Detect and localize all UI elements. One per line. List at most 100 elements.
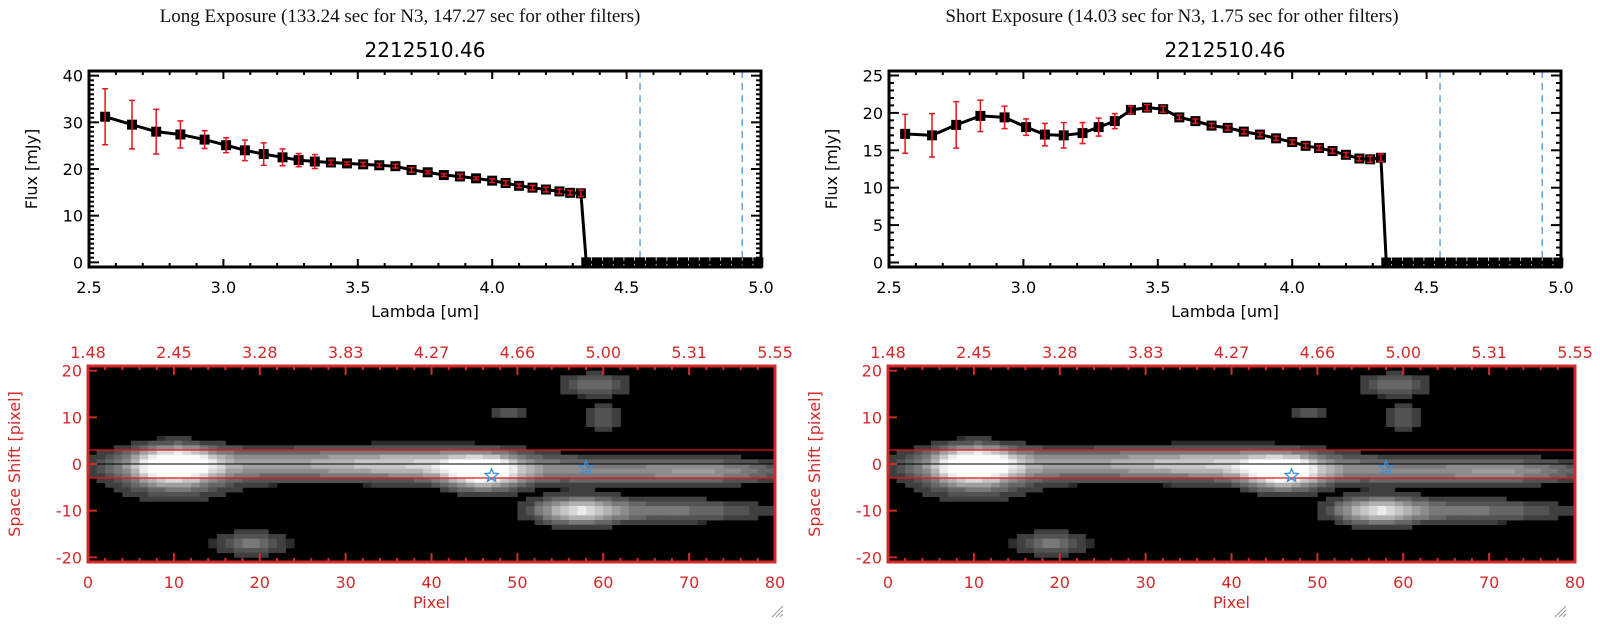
image-pixel bbox=[534, 473, 544, 479]
image-pixel bbox=[577, 454, 587, 460]
image-pixel bbox=[1480, 473, 1490, 479]
image-pixel bbox=[139, 468, 149, 474]
image-pixel bbox=[1394, 403, 1404, 409]
image-pixel bbox=[233, 534, 243, 540]
image-pixel bbox=[1119, 450, 1129, 456]
image-pixel bbox=[362, 473, 372, 479]
image-pixel bbox=[517, 468, 527, 474]
image-pixel bbox=[337, 454, 347, 460]
image-pixel bbox=[1257, 445, 1267, 451]
image-pixel bbox=[1446, 496, 1456, 502]
image-pixel bbox=[1102, 468, 1112, 474]
image-pixel bbox=[457, 473, 467, 479]
image-pixel bbox=[1566, 473, 1576, 479]
image-pixel bbox=[543, 459, 553, 465]
image-pixel bbox=[1454, 454, 1464, 460]
source-star-icon bbox=[483, 466, 500, 483]
image-pixel bbox=[225, 454, 235, 460]
image-pixel bbox=[1343, 454, 1353, 460]
image-pixel bbox=[732, 473, 742, 479]
image-pixel bbox=[1283, 450, 1293, 456]
image-pixel bbox=[225, 464, 235, 470]
image-pixel bbox=[905, 459, 915, 465]
image-pixel bbox=[646, 482, 656, 488]
image-pixel bbox=[130, 478, 140, 484]
image-pixel bbox=[414, 459, 424, 465]
image-pixel bbox=[225, 473, 235, 479]
image-pixel bbox=[697, 459, 707, 465]
image-pixel bbox=[1205, 478, 1215, 484]
image-pixel bbox=[1240, 487, 1250, 493]
image-pixel bbox=[328, 450, 338, 456]
image-pixel bbox=[637, 464, 647, 470]
image-pixel bbox=[543, 464, 553, 470]
image-pixel bbox=[1386, 422, 1396, 428]
x-tick-label: 10 bbox=[164, 573, 184, 592]
image-pixel bbox=[508, 408, 518, 414]
resize-grip-icon[interactable] bbox=[1554, 605, 1567, 618]
image-pixel bbox=[259, 543, 269, 549]
image-pixel bbox=[1403, 492, 1413, 498]
image-pixel bbox=[740, 515, 750, 521]
image-pixel bbox=[671, 468, 681, 474]
image-pixel bbox=[113, 450, 123, 456]
image-pixel bbox=[216, 468, 226, 474]
image-pixel bbox=[1497, 515, 1507, 521]
image-pixel bbox=[1368, 501, 1378, 507]
image-pixel bbox=[1291, 464, 1301, 470]
image-pixel bbox=[1076, 473, 1086, 479]
image-pixel bbox=[1300, 450, 1310, 456]
image-pixel bbox=[671, 496, 681, 502]
image-pixel bbox=[448, 482, 458, 488]
image-pixel bbox=[1446, 454, 1456, 460]
image-pixel bbox=[594, 492, 604, 498]
image-pixel bbox=[930, 492, 940, 498]
image-pixel bbox=[1446, 510, 1456, 516]
image-pixel bbox=[603, 422, 613, 428]
image-pixel bbox=[534, 459, 544, 465]
image-pixel bbox=[603, 459, 613, 465]
image-pixel bbox=[1308, 492, 1318, 498]
image-pixel bbox=[1033, 473, 1043, 479]
image-pixel bbox=[440, 473, 450, 479]
image-pixel bbox=[1076, 538, 1086, 544]
image-pixel bbox=[285, 459, 295, 465]
image-pixel bbox=[148, 445, 158, 451]
x-tick-label: 3.0 bbox=[1011, 278, 1036, 297]
image-pixel bbox=[1205, 473, 1215, 479]
image-pixel bbox=[1454, 501, 1464, 507]
image-pixel bbox=[603, 510, 613, 516]
image-pixel bbox=[1480, 482, 1490, 488]
image-pixel bbox=[1463, 520, 1473, 526]
resize-grip-icon[interactable] bbox=[771, 605, 784, 618]
image-pixel bbox=[1523, 510, 1533, 516]
image-pixel bbox=[259, 450, 269, 456]
image-pixel bbox=[1403, 384, 1413, 390]
image-pixel bbox=[956, 473, 966, 479]
image-pixel bbox=[1454, 468, 1464, 474]
image-pixel bbox=[1240, 482, 1250, 488]
image-pixel bbox=[1016, 450, 1026, 456]
image-pixel bbox=[457, 450, 467, 456]
image-pixel bbox=[1033, 445, 1043, 451]
image-pixel bbox=[543, 492, 553, 498]
y-tick-label: -20 bbox=[856, 548, 882, 567]
image-pixel bbox=[543, 478, 553, 484]
image-pixel bbox=[1068, 534, 1078, 540]
image-pixel bbox=[620, 384, 630, 390]
image-pixel bbox=[517, 473, 527, 479]
image-pixel bbox=[999, 464, 1009, 470]
image-pixel bbox=[1334, 450, 1344, 456]
image-pixel bbox=[663, 454, 673, 460]
image-pixel bbox=[216, 534, 226, 540]
image-pixel bbox=[88, 454, 97, 460]
x-tick-label: 3.0 bbox=[211, 278, 236, 297]
image-pixel bbox=[1205, 464, 1215, 470]
image-pixel bbox=[1343, 473, 1353, 479]
image-pixel bbox=[723, 515, 733, 521]
image-pixel bbox=[414, 473, 424, 479]
image-pixel bbox=[1008, 482, 1018, 488]
image-pixel bbox=[1429, 515, 1438, 521]
image-pixel bbox=[337, 478, 347, 484]
image-pixel bbox=[448, 478, 458, 484]
